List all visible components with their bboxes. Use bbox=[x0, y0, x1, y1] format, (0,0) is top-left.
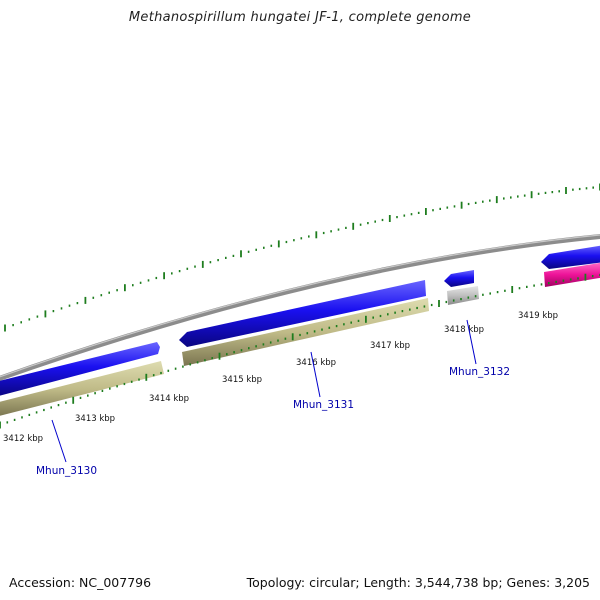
ruler-label-3417: 3417 kbp bbox=[370, 341, 410, 351]
feature-cds-bar-1[interactable] bbox=[0, 361, 164, 417]
ruler-label-3413: 3413 kbp bbox=[75, 414, 115, 424]
feature-other-bar[interactable] bbox=[447, 286, 479, 305]
gene-label-mhun-3132[interactable]: Mhun_3132 bbox=[449, 366, 510, 378]
gene-label-mhun-3131[interactable]: Mhun_3131 bbox=[293, 399, 354, 411]
ruler-label-3414: 3414 kbp bbox=[149, 394, 189, 404]
genome-title: Methanospirillum hungatei JF-1, complete… bbox=[128, 10, 472, 25]
gene-mhun-3130-arrow[interactable] bbox=[0, 342, 160, 397]
gene-mhun-3131-arrow[interactable] bbox=[179, 280, 426, 347]
gene-next-arrow[interactable] bbox=[541, 245, 600, 269]
accession-text: Accession: NC_007796 bbox=[9, 575, 152, 590]
leader-line-mhun-3131 bbox=[310, 351, 321, 398]
ruler-label-3415: 3415 kbp bbox=[222, 375, 262, 385]
leader-line-mhun-3132 bbox=[466, 319, 477, 365]
outer-ruler-ticks bbox=[4, 183, 600, 332]
feature-cds-bar-2[interactable] bbox=[182, 298, 429, 366]
gene-labels: Mhun_3130 Mhun_3131 Mhun_3132 bbox=[36, 366, 510, 477]
ruler-labels: 3412 kbp 3413 kbp 3414 kbp 3415 kbp 3416… bbox=[3, 311, 558, 444]
ruler-label-3416: 3416 kbp bbox=[296, 358, 336, 368]
ruler-label-3412: 3412 kbp bbox=[3, 434, 43, 444]
ruler-label-3418: 3418 kbp bbox=[444, 325, 484, 335]
genome-backbone-highlight bbox=[0, 234, 600, 378]
gene-label-mhun-3130[interactable]: Mhun_3130 bbox=[36, 465, 97, 477]
ruler-label-3419: 3419 kbp bbox=[518, 311, 558, 321]
leader-line-mhun-3130 bbox=[51, 419, 67, 463]
feature-trna-bar[interactable] bbox=[544, 262, 600, 287]
gene-mhun-3132-arrow[interactable] bbox=[444, 270, 474, 287]
genome-stats-text: Topology: circular; Length: 3,544,738 bp… bbox=[246, 575, 590, 590]
genome-backbone bbox=[0, 233, 600, 381]
inner-ruler-ticks bbox=[0, 273, 600, 429]
gene-leader-lines bbox=[51, 319, 477, 463]
